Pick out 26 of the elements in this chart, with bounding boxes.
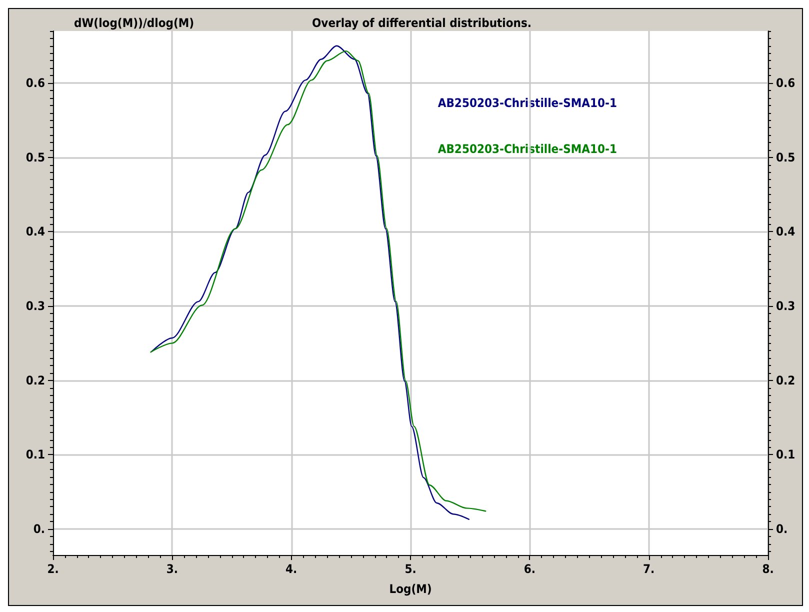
x-tick-label: 3.: [166, 562, 178, 576]
x-tick-label: 8.: [762, 562, 774, 576]
y-axis-title: dW(log(M))/dlog(M): [74, 16, 194, 30]
y2-tick-label: 0.3: [776, 299, 796, 314]
y-tick-label: 0.5: [26, 150, 45, 164]
y2-tick-label: 0.: [776, 522, 788, 536]
chart-title: Overlay of differential distributions.: [312, 16, 532, 30]
y-tick-label: 0.3: [26, 299, 45, 314]
x-tick-label: 6.: [524, 562, 536, 576]
y2-tick-label: 0.1: [776, 448, 796, 462]
y-tick-label: 0.: [33, 522, 45, 536]
y-tick-label: 0.6: [26, 76, 45, 90]
x-tick-label: 7.: [643, 562, 655, 576]
text: AB250203-Christille-SMA10-1: [438, 96, 618, 110]
y-tick-label: 0.4: [26, 224, 46, 239]
y2-tick-label: 0.2: [776, 373, 796, 388]
y2-tick-label: 0.5: [776, 150, 796, 164]
x-tick-label: 4.: [286, 562, 298, 576]
y2-tick-label: 0.4: [776, 224, 796, 239]
x-tick-label: 2.: [47, 562, 59, 576]
x-axis-title: Log(M): [389, 582, 432, 596]
text: AB250203-Christille-SMA10-1: [438, 142, 618, 156]
y-tick-label: 0.2: [26, 373, 45, 388]
x-tick-label: 5.: [404, 562, 416, 576]
y-tick-label: 0.1: [26, 448, 45, 462]
y2-tick-label: 0.6: [776, 76, 796, 90]
